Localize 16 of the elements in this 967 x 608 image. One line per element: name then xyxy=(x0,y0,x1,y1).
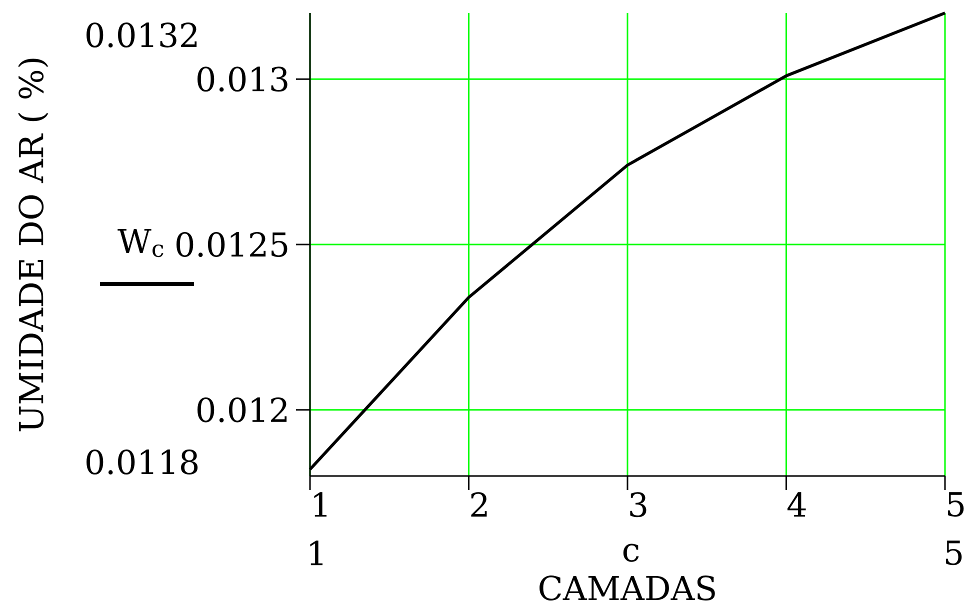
text: 1 xyxy=(310,540,323,566)
x-axis-title: CAMADAS xyxy=(540,576,715,601)
x-tick-label: 3 xyxy=(630,492,646,518)
text: 0.0132 xyxy=(86,22,197,48)
y-axis-title: UMIDADE DO AR ( %) xyxy=(18,58,48,432)
y-tick-label: 0.0125 xyxy=(176,232,288,257)
x-tick-label: 5 xyxy=(948,492,964,517)
text: W$_{c}$ xyxy=(118,228,164,258)
text: 0.0118 xyxy=(86,450,198,474)
x-tick-label: 2 xyxy=(471,492,487,517)
y-tick-label: 0.012 xyxy=(198,397,287,422)
text: c xyxy=(623,544,639,562)
x-tick-label: 1 xyxy=(314,492,327,517)
text: 5 xyxy=(946,540,962,566)
y-tick-label: 0.013 xyxy=(198,66,288,92)
x-tick-label: 4 xyxy=(787,492,806,517)
